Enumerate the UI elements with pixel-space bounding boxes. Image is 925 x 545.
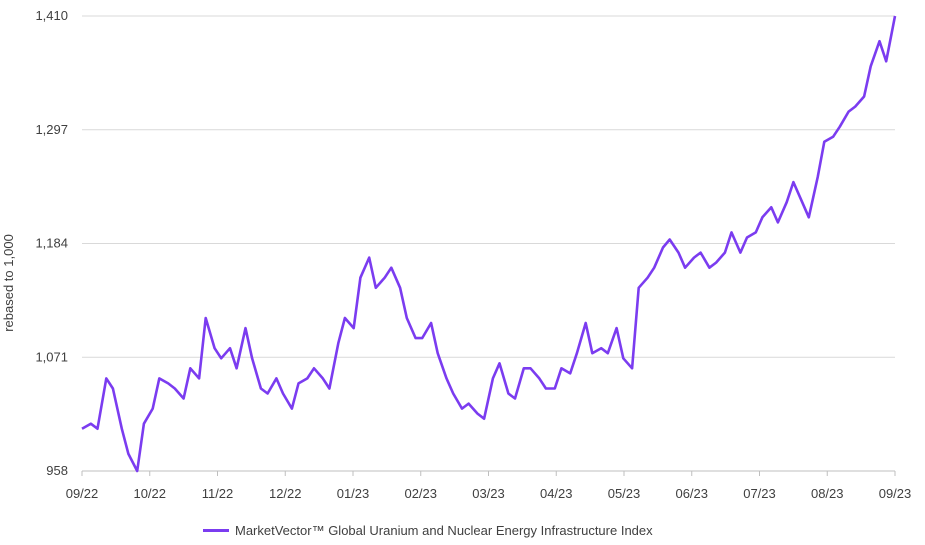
x-tick-label: 01/23 — [337, 486, 370, 501]
x-tick-label: 06/23 — [675, 486, 708, 501]
x-tick-label: 07/23 — [743, 486, 776, 501]
x-tick-label: 12/22 — [269, 486, 302, 501]
y-axis-ticks: 958 1,071 1,184 1,297 1,410 — [35, 8, 68, 478]
y-axis-label: rebased to 1,000 — [1, 234, 16, 332]
series-line — [81, 15, 897, 473]
y-tick-label: 1,297 — [35, 122, 68, 137]
x-tick-label: 08/23 — [811, 486, 844, 501]
legend: MarketVector™ Global Uranium and Nuclear… — [203, 520, 653, 540]
x-axis-ticks: 09/22 10/22 11/22 12/22 01/23 02/23 03/23 04/23… — [66, 471, 912, 501]
y-tick-label: 1,071 — [35, 349, 68, 364]
x-tick-label: 09/23 — [879, 486, 912, 501]
x-tick-label: 10/22 — [133, 486, 166, 501]
x-tick-label: 04/23 — [540, 486, 573, 501]
legend-swatch — [203, 528, 229, 532]
x-tick-label: 09/22 — [66, 486, 99, 501]
legend-label: MarketVector™ Global Uranium and Nuclear… — [235, 522, 653, 538]
x-tick-label: 11/22 — [202, 486, 234, 501]
y-tick-label: 1,410 — [35, 8, 68, 23]
series-lines — [81, 15, 897, 473]
x-tick-label: 02/23 — [404, 486, 437, 501]
x-tick-label: 03/23 — [472, 486, 505, 501]
y-tick-label: 1,184 — [35, 236, 68, 251]
y-tick-label: 958 — [46, 463, 68, 478]
x-tick-label: 05/23 — [608, 486, 641, 501]
